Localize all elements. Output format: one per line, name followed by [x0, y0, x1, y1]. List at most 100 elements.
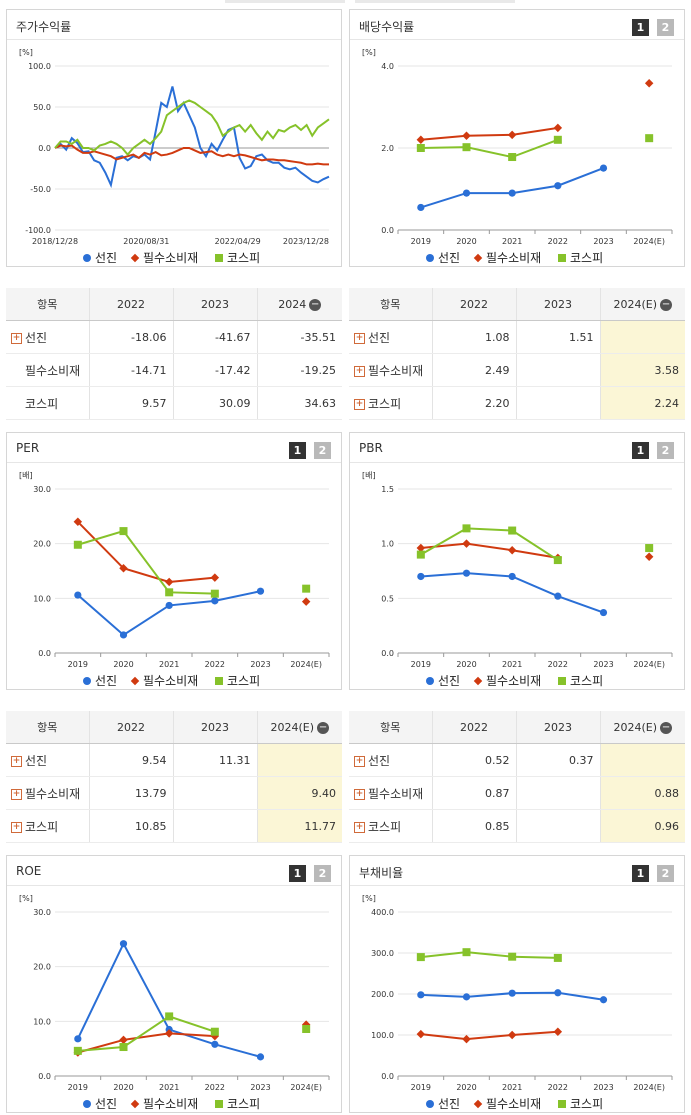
y-tick-label: 2.0 — [381, 144, 394, 153]
expand-icon[interactable]: + — [354, 788, 365, 800]
data-point — [119, 631, 128, 639]
data-point — [553, 953, 562, 962]
table-cell: 0.88 — [600, 776, 685, 810]
data-point — [165, 1012, 174, 1021]
row-label[interactable]: + 필수소비재 — [6, 776, 90, 810]
legend-marker — [83, 1100, 91, 1108]
series-line — [54, 86, 330, 189]
table-row: 필수소비재 -14.71 -17.42 -19.25 — [6, 353, 342, 387]
legend-label: 코스피 — [570, 674, 603, 688]
return-chart: [%] 100.0 50.0 0.0 -50.0 -100.0 2018/12/28 2020… — [19, 48, 330, 265]
x-tick-label: 2023/12/28 — [283, 237, 329, 246]
page-1-button[interactable]: 1 — [632, 865, 649, 882]
legend-label: 필수소비재 — [143, 1097, 198, 1111]
data-point — [416, 144, 425, 152]
table-row: + 코스피 2.20 2.24 — [349, 386, 685, 420]
page-1-button[interactable]: 1 — [632, 442, 649, 459]
x-tick-label: 2019 — [411, 1083, 431, 1092]
row-label[interactable]: + 선진 — [349, 743, 433, 777]
row-label[interactable]: + 코스피 — [6, 809, 90, 843]
page-2-button[interactable]: 2 — [314, 865, 331, 882]
table-cell: 9.40 — [257, 776, 342, 810]
expand-icon[interactable]: + — [354, 365, 365, 377]
table-cell: 30.09 — [173, 386, 258, 420]
x-tick-label: 2023 — [593, 660, 613, 669]
page-2-button[interactable]: 2 — [657, 865, 674, 882]
expand-icon[interactable]: + — [354, 398, 365, 410]
data-point — [165, 588, 174, 597]
series-line — [420, 138, 559, 159]
data-point — [507, 545, 517, 555]
page-1-button[interactable]: 1 — [632, 19, 649, 36]
row-label[interactable]: + 필수소비재 — [349, 353, 433, 387]
expand-icon[interactable]: + — [11, 755, 22, 767]
x-tick-label: 2020/08/31 — [123, 237, 169, 246]
y-tick-label: -100.0 — [25, 226, 51, 235]
data-point — [210, 589, 219, 598]
data-point — [211, 597, 219, 605]
y-tick-label: 0.0 — [381, 649, 394, 658]
row-label[interactable]: + 필수소비재 — [349, 776, 433, 810]
column-header: 항목 — [349, 711, 433, 744]
x-tick-label: 2024(E) — [633, 1083, 665, 1092]
panel-title: 부채비율 — [359, 866, 404, 880]
data-point — [119, 527, 128, 536]
row-label[interactable]: + 선진 — [6, 320, 90, 354]
data-point — [416, 543, 426, 553]
data-point — [210, 1027, 219, 1036]
expand-icon[interactable]: + — [354, 755, 365, 767]
panel-header: PER 1 2 — [7, 433, 341, 463]
return-table: 항목 2022 2023 2024− + 선진 -18.06 -41.67 -35.51 필수소비… — [6, 288, 342, 420]
legend-label: 선진 — [95, 1097, 117, 1111]
series-line — [77, 1032, 215, 1054]
row-label[interactable]: + 코스피 — [349, 386, 433, 420]
collapse-icon[interactable]: − — [309, 298, 322, 311]
legend-marker — [83, 254, 91, 262]
pbr-chart: [배] 1.5 1.0 0.5 0.0 2019 2020 2021 2022 2023 2024(… — [362, 471, 673, 688]
x-tick-label: 2022 — [548, 237, 568, 246]
page-2-button[interactable]: 2 — [657, 442, 674, 459]
collapse-icon[interactable]: − — [317, 721, 330, 734]
x-tick-label: 2021 — [159, 660, 179, 669]
page-2-button[interactable]: 2 — [657, 19, 674, 36]
table-row: + 필수소비재 0.87 0.88 — [349, 776, 685, 810]
legend-label: 코스피 — [227, 1097, 260, 1111]
column-header: 2023 — [173, 288, 258, 321]
row-label[interactable]: + 코스피 — [349, 809, 433, 843]
legend-label: 선진 — [438, 674, 460, 688]
data-point — [164, 577, 174, 587]
row-label[interactable]: + 선진 — [349, 320, 433, 354]
collapse-icon[interactable]: − — [660, 721, 673, 734]
data-point — [301, 597, 311, 606]
table-cell — [516, 353, 601, 387]
data-point — [462, 539, 471, 548]
data-point — [554, 989, 562, 997]
collapse-icon[interactable]: − — [660, 298, 673, 311]
expand-icon[interactable]: + — [11, 821, 22, 833]
table-cell: -18.06 — [89, 320, 174, 354]
expand-icon[interactable]: + — [11, 332, 22, 344]
row-label[interactable]: + 선진 — [6, 743, 90, 777]
x-tick-label: 2020 — [456, 660, 476, 669]
y-tick-label: 0.0 — [38, 144, 51, 153]
table-cell — [173, 776, 258, 810]
expand-icon[interactable]: + — [11, 788, 22, 800]
legend-label: 필수소비재 — [486, 674, 541, 688]
table-cell: -35.51 — [257, 320, 342, 354]
x-tick-label: 2020 — [113, 1083, 133, 1092]
expand-icon[interactable]: + — [354, 332, 365, 344]
page-1-button[interactable]: 1 — [289, 442, 306, 459]
y-tick-label: 10.0 — [33, 1017, 51, 1026]
data-point — [553, 123, 563, 133]
data-point — [302, 584, 311, 593]
column-header: 2023 — [516, 711, 601, 744]
data-point — [462, 1034, 471, 1044]
page-1-button[interactable]: 1 — [289, 865, 306, 882]
y-tick-label: 100.0 — [371, 1031, 394, 1040]
expand-icon[interactable]: + — [354, 821, 365, 833]
legend-marker — [215, 254, 223, 262]
column-header: 2024(E) − — [600, 711, 685, 744]
panel-return: 주가수익률 [%] 100.0 50.0 0.0 -50.0 -100.0 2018/12/… — [6, 9, 342, 267]
series-line — [420, 542, 558, 559]
page-2-button[interactable]: 2 — [314, 442, 331, 459]
